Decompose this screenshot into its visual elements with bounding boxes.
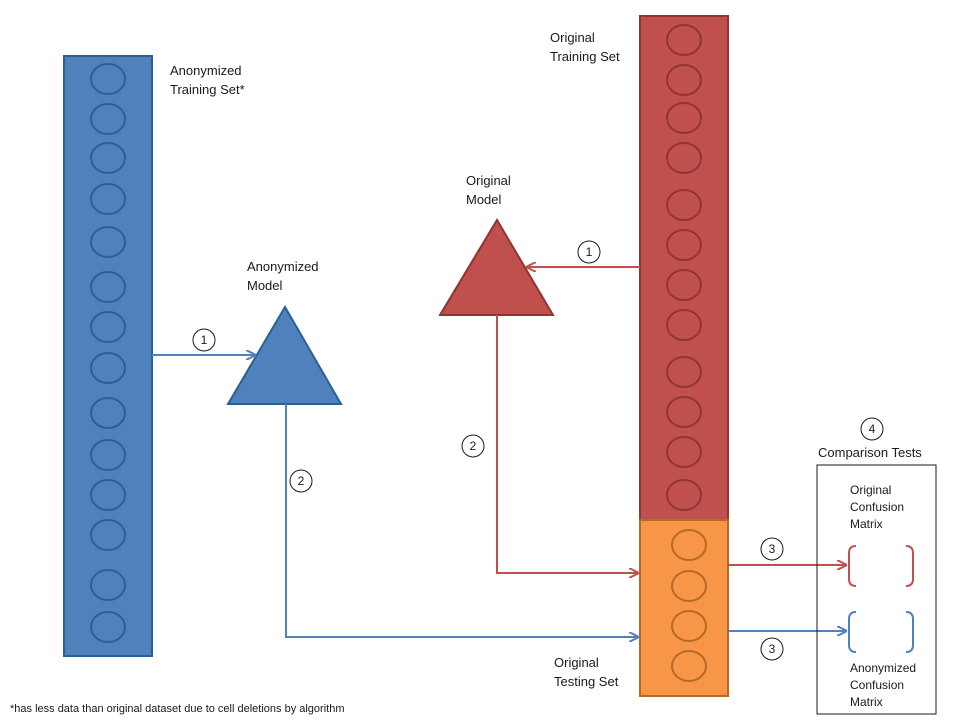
anonymized-record (90, 183, 126, 215)
svg-text:1: 1 (586, 245, 593, 259)
anonymized-record (90, 397, 126, 429)
anonymized-record (90, 439, 126, 471)
anon-matrix-bracket-left (848, 611, 857, 653)
original-training-set-label: Original Training Set (550, 30, 620, 64)
original-model-label: Original Model (466, 173, 514, 207)
original-training-set (639, 15, 729, 521)
orig-matrix-bracket-right (905, 545, 914, 587)
original-training-record (666, 396, 702, 428)
original-training-record (666, 229, 702, 261)
step-anon-to-test: 2 (289, 469, 313, 493)
svg-text:2: 2 (470, 439, 477, 453)
footnote: *has less data than original dataset due… (10, 703, 345, 715)
original-training-record (666, 189, 702, 221)
anonymized-model-label: Anonymized Model (247, 259, 322, 293)
anonymized-record (90, 63, 126, 95)
original-testing-record (671, 650, 707, 682)
original-training-record (666, 142, 702, 174)
anonymized-record (90, 569, 126, 601)
step-orig-train: 1 (577, 240, 601, 264)
step-compare: 4 (860, 417, 884, 441)
anonymized-training-records (90, 63, 126, 643)
anonymized-record (90, 611, 126, 643)
anonymized-record (90, 103, 126, 135)
original-training-records (666, 24, 702, 511)
original-training-record (666, 102, 702, 134)
anon-matrix-bracket-right (905, 611, 914, 653)
svg-text:4: 4 (869, 422, 876, 436)
orig-matrix-bracket-left (848, 545, 857, 587)
svg-text:1: 1 (201, 333, 208, 347)
original-testing-record (671, 610, 707, 642)
original-testing-set (639, 519, 729, 697)
original-testing-set-bar (639, 519, 729, 697)
step-anon-matrix: 3 (760, 637, 784, 661)
original-training-record (666, 479, 702, 511)
original-training-record (666, 356, 702, 388)
step-orig-to-test: 2 (461, 434, 485, 458)
original-training-record (666, 436, 702, 468)
anonymized-record (90, 352, 126, 384)
anonymized-record (90, 479, 126, 511)
original-testing-record (671, 529, 707, 561)
orig-model-to-test-arrow (496, 315, 638, 573)
anonymized-model-triangle (226, 305, 343, 405)
original-testing-records (671, 529, 707, 682)
anonymized-record (90, 142, 126, 174)
svg-text:3: 3 (769, 542, 776, 556)
anonymized-training-set (63, 55, 153, 657)
svg-text:2: 2 (298, 474, 305, 488)
anonymized-training-set-bar (63, 55, 153, 657)
original-confusion-matrix-label: Original Confusion Matrix (850, 483, 907, 531)
anonymized-record (90, 271, 126, 303)
step-anon-train: 1 (192, 328, 216, 352)
anonymized-record (90, 226, 126, 258)
anonymized-confusion-matrix-label: Anonymized Confusion Matrix (850, 661, 919, 709)
original-training-record (666, 269, 702, 301)
original-training-record (666, 64, 702, 96)
anon-model-to-test-arrow (285, 404, 638, 637)
original-training-set-bar (639, 15, 729, 521)
svg-text:3: 3 (769, 642, 776, 656)
anonymized-training-set-label: Anonymized Training Set* (170, 63, 245, 97)
original-training-record (666, 309, 702, 341)
step-orig-matrix: 3 (760, 537, 784, 561)
anonymized-record (90, 519, 126, 551)
comparison-tests-box (816, 464, 937, 715)
anonymized-record (90, 311, 126, 343)
original-testing-record (671, 570, 707, 602)
original-testing-set-label: Original Testing Set (554, 655, 619, 689)
comparison-tests-label: Comparison Tests (818, 445, 922, 460)
original-training-record (666, 24, 702, 56)
